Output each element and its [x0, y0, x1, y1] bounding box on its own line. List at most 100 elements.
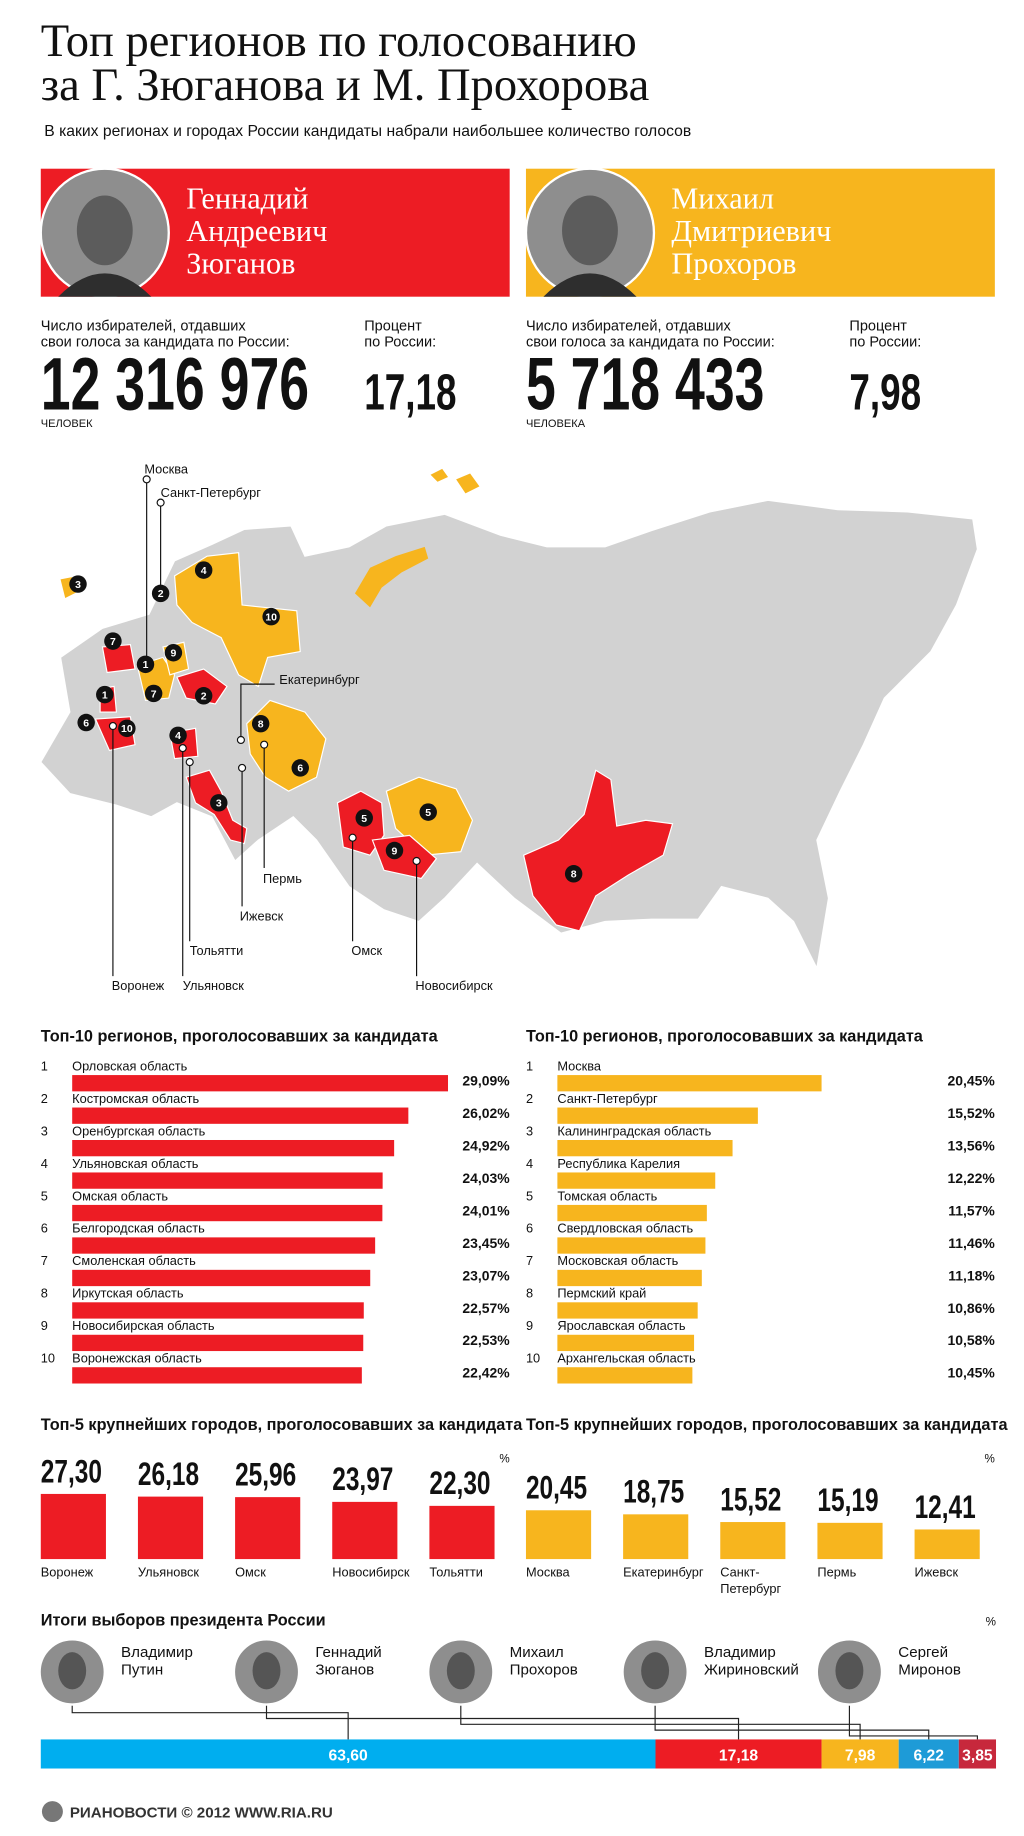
city-label: Тольятти: [190, 943, 244, 958]
map-marker: [164, 643, 183, 662]
result-name: Миронов: [898, 1661, 961, 1678]
value-label: 11,57%: [948, 1202, 995, 1218]
bar: [72, 1172, 383, 1189]
value-label: 24,03%: [462, 1170, 510, 1186]
region-name: Республика Карелия: [557, 1156, 680, 1171]
rank: 9: [41, 1318, 48, 1333]
city-label: Москва: [144, 462, 189, 477]
rank: 7: [526, 1253, 533, 1268]
city-dot: [156, 498, 165, 507]
region-name: Орловская область: [72, 1058, 187, 1073]
result-value-label: 6,22: [913, 1747, 944, 1764]
map-marker: [194, 687, 213, 705]
rank: 8: [41, 1286, 48, 1301]
connector: [71, 1704, 349, 1740]
region-name: Ульяновская область: [72, 1156, 199, 1171]
result-segment: [40, 1739, 656, 1769]
city-dot: [108, 721, 117, 731]
region-yellow: [173, 552, 301, 688]
bar: [720, 1522, 786, 1560]
bar: [72, 1367, 362, 1384]
value-label: 20,45: [526, 1470, 587, 1506]
bar: [525, 1510, 592, 1560]
value-label: 10,58%: [948, 1332, 996, 1348]
candidate-name: Дмитриевич: [671, 214, 831, 248]
value-label: 12,41: [915, 1490, 976, 1526]
rank: 10: [526, 1351, 540, 1366]
rank: 5: [41, 1188, 48, 1203]
map-marker-label: 2: [201, 692, 207, 703]
rank: 1: [41, 1058, 48, 1073]
candidate-name: Андреевич: [186, 214, 327, 248]
title: за Г. Зюганова и М. Прохорова: [41, 60, 650, 111]
result-value-label: 63,60: [329, 1747, 369, 1764]
value-label: 22,57%: [462, 1300, 510, 1316]
bar: [557, 1367, 693, 1384]
map-marker: [151, 584, 170, 603]
value-label: 26,02%: [462, 1105, 510, 1121]
region-name: Санкт-Петербург: [557, 1091, 658, 1106]
photo-head: [252, 1652, 281, 1690]
result-name: Сергей: [898, 1644, 948, 1661]
photo-head: [641, 1652, 670, 1690]
title: Топ регионов по голосованию: [41, 16, 637, 67]
bar: [137, 1496, 204, 1560]
candidate-name: Геннадий: [186, 181, 308, 215]
bar: [914, 1529, 980, 1560]
city-label: Омск: [351, 943, 382, 958]
map-marker-label: 7: [151, 689, 157, 700]
city-name: Санкт-: [720, 1565, 759, 1580]
city-name: Новосибирск: [332, 1565, 410, 1580]
rank: 2: [41, 1091, 48, 1106]
value-label: 11,18%: [948, 1267, 995, 1283]
region-yellow: [430, 468, 449, 482]
city-name: Омск: [235, 1565, 266, 1580]
percent-label: по России:: [364, 335, 436, 351]
bar: [557, 1237, 706, 1254]
rank: 6: [41, 1221, 48, 1236]
value-label: 24,92%: [462, 1137, 510, 1153]
connector: [460, 1704, 861, 1740]
rank: 8: [526, 1286, 533, 1301]
city-label: Воронеж: [112, 978, 165, 993]
value-label: 23,45%: [462, 1235, 510, 1251]
region-name: Омская область: [72, 1188, 168, 1203]
rank: 3: [526, 1123, 533, 1138]
votes-unit: ЧЕЛОВЕК: [41, 418, 93, 430]
city-name: Тольятти: [429, 1565, 483, 1580]
map-marker: [291, 759, 309, 777]
photo-shoulders: [543, 273, 637, 297]
map-marker: [419, 803, 437, 821]
region-name: Московская область: [557, 1253, 678, 1268]
rank: 5: [526, 1188, 533, 1203]
map-marker-label: 5: [361, 814, 367, 825]
result-value-label: 17,18: [719, 1747, 759, 1764]
votes-label: Число избирателей, отдавших: [41, 318, 247, 334]
unit-label: %: [985, 1453, 995, 1466]
percent-label: Процент: [364, 318, 422, 334]
map-marker: [210, 794, 228, 812]
votes-label: Число избирателей, отдавших: [526, 318, 732, 334]
value-label: 11,46%: [948, 1235, 995, 1251]
city-dot: [236, 735, 245, 745]
section-title: Топ-10 регионов, проголосовавших за канд…: [41, 1027, 439, 1045]
leader-line: [240, 683, 275, 740]
result-name: Владимир: [121, 1644, 193, 1661]
photo-head: [835, 1652, 864, 1690]
rank: 1: [526, 1058, 533, 1073]
result-segment: [898, 1739, 959, 1769]
map-marker: [118, 719, 136, 738]
map-marker: [144, 684, 163, 703]
value-label: 13,56%: [948, 1137, 996, 1153]
region-name: Пермский край: [557, 1286, 646, 1301]
bar: [72, 1075, 449, 1092]
percent-label: по России:: [849, 335, 921, 351]
result-value-label: 7,98: [845, 1747, 876, 1764]
bar: [332, 1501, 398, 1560]
city-dot: [237, 763, 247, 772]
result-name: Путин: [121, 1661, 163, 1678]
map-marker: [69, 575, 87, 593]
map-marker: [194, 561, 213, 579]
map-marker-label: 10: [265, 612, 277, 623]
map-marker-label: 1: [143, 660, 149, 671]
